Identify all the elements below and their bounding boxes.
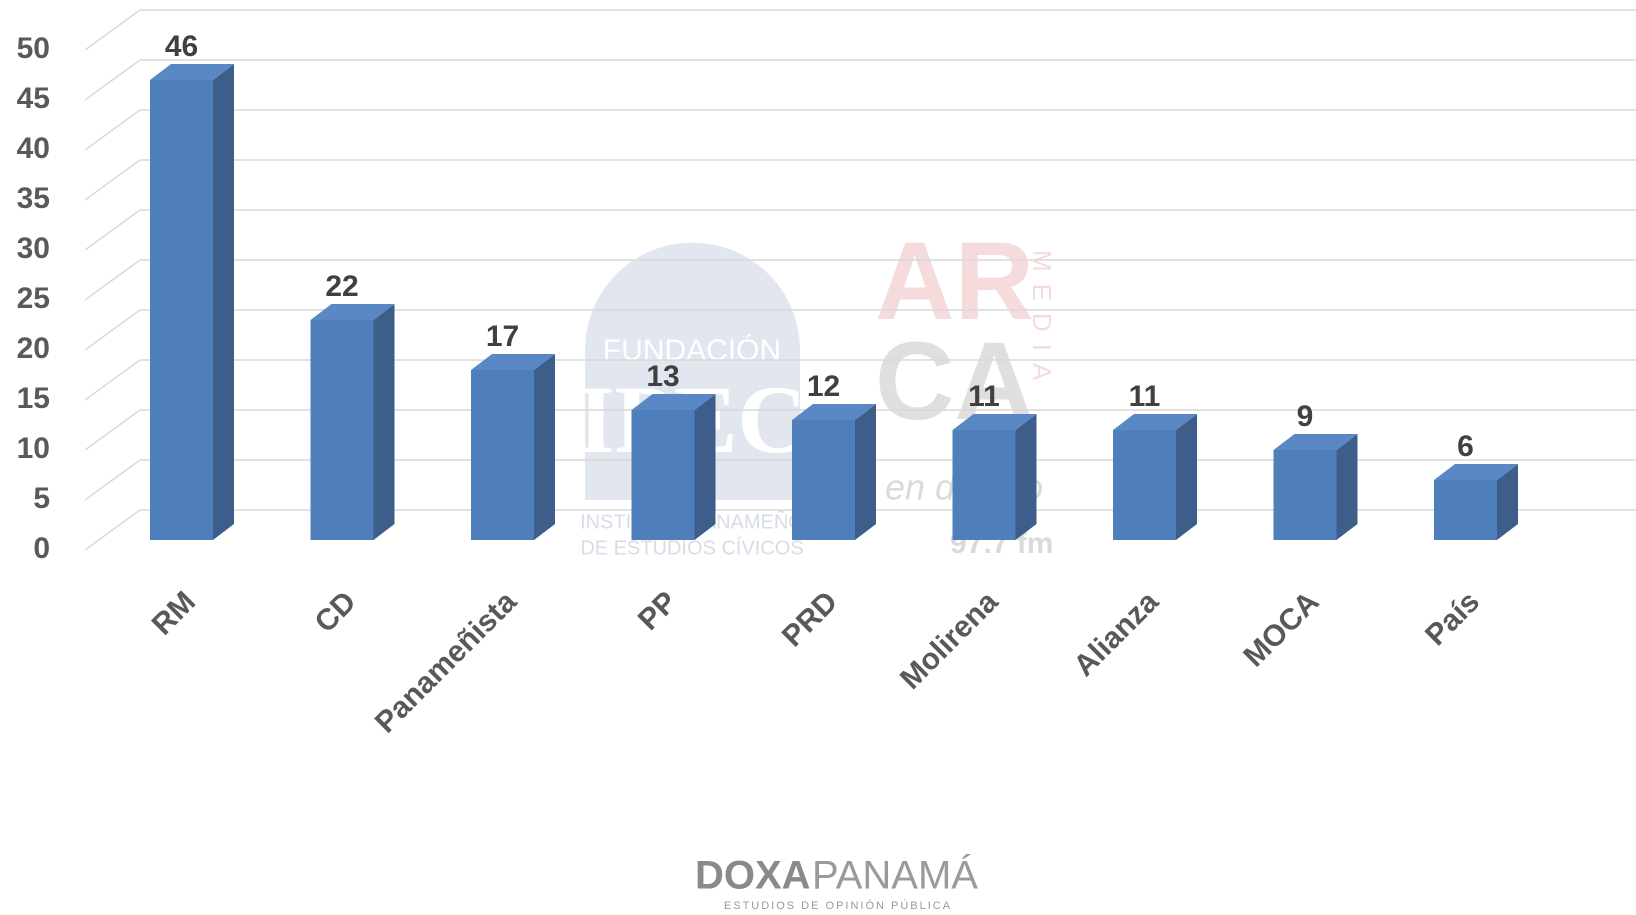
grid-line [84, 159, 141, 201]
bar-side [1176, 414, 1197, 540]
bar-side [1336, 434, 1358, 540]
y-tick-label: 10 [17, 432, 50, 465]
y-tick-label: 30 [17, 232, 50, 265]
grid-line [84, 9, 141, 51]
grid-line [84, 459, 141, 501]
bar-group [792, 404, 876, 540]
y-tick-label: 45 [17, 82, 50, 115]
doxa-sub: ESTUDIOS DE OPINIÓN PÚBLICA [724, 899, 952, 912]
bar-side [855, 404, 876, 540]
bar-top [1113, 414, 1197, 430]
arca-media: MEDIA [1027, 250, 1057, 392]
doxa-light: PANAMÁ [812, 853, 978, 898]
grid-line [84, 359, 141, 401]
x-tick-label: País [1419, 585, 1486, 652]
bar [1434, 480, 1497, 540]
grid-line [84, 309, 141, 351]
x-tick-label: Alianza [1067, 585, 1165, 683]
grid-line [84, 509, 141, 551]
bar-group [1113, 414, 1197, 540]
y-tick-label: 35 [17, 182, 50, 215]
value-label: 11 [968, 380, 1000, 413]
value-label: 11 [1129, 380, 1161, 413]
grid-line [84, 209, 141, 251]
bar-side [373, 304, 395, 540]
x-tick-label: CD [309, 585, 363, 639]
value-label: 6 [1457, 430, 1474, 463]
y-tick-label: 25 [17, 282, 50, 315]
value-label: 13 [646, 360, 679, 393]
bar-side [1015, 414, 1037, 540]
x-tick-label: MOCA [1237, 585, 1325, 673]
bar-side [534, 354, 555, 540]
y-tick-label: 0 [33, 532, 50, 565]
bar [1273, 450, 1337, 540]
doxa-bold: DOXA [695, 854, 811, 898]
bar [631, 410, 695, 540]
grid-line [84, 409, 141, 451]
bar-group [952, 414, 1037, 540]
bar-group [471, 354, 555, 540]
bar-group [310, 304, 395, 540]
bar-group [1273, 434, 1358, 540]
bar [1113, 430, 1176, 540]
x-tick-label: PRD [776, 585, 844, 653]
arca-text: AR [875, 220, 1034, 343]
x-tick-label: RM [146, 585, 202, 641]
value-label: 9 [1297, 400, 1314, 433]
bar-side [694, 394, 716, 540]
ipec-title: FUNDACIÓN [603, 334, 781, 367]
x-tick-label: Panameñista [369, 585, 523, 739]
bar-top [1434, 464, 1518, 480]
bar-group [150, 64, 234, 540]
bar-group [1434, 464, 1518, 540]
bar-top [952, 414, 1037, 430]
value-label: 22 [325, 270, 358, 303]
bar [150, 80, 213, 540]
bar [952, 430, 1016, 540]
y-tick-label: 40 [17, 132, 50, 165]
bar [471, 370, 534, 540]
bar-side [213, 64, 234, 540]
bar-top [150, 64, 234, 80]
bar-top [792, 404, 876, 420]
grid-line [84, 59, 141, 101]
bar-top [631, 394, 716, 410]
y-tick-label: 15 [17, 382, 50, 415]
grid-line [84, 259, 141, 301]
grid-line [84, 109, 141, 151]
y-tick-label: 5 [33, 482, 50, 515]
value-label: 12 [807, 370, 840, 403]
bar-side [1497, 464, 1518, 540]
watermark-doxa: DOXA PANAMÁ ESTUDIOS DE OPINIÓN PÚBLICA [695, 853, 978, 912]
bar [310, 320, 374, 540]
bar-group [631, 394, 716, 540]
ipec-line: DE ESTUDIOS CÍVICOS [580, 536, 803, 559]
y-tick-label: 50 [17, 32, 50, 65]
bar-top [471, 354, 555, 370]
y-tick-label: 20 [17, 332, 50, 365]
bar-top [310, 304, 395, 320]
x-tick-label: PP [632, 585, 684, 637]
bar-top [1273, 434, 1358, 450]
bar [792, 420, 855, 540]
value-label: 46 [165, 30, 198, 63]
value-label: 17 [486, 320, 519, 353]
x-tick-label: Molirena [894, 585, 1005, 696]
